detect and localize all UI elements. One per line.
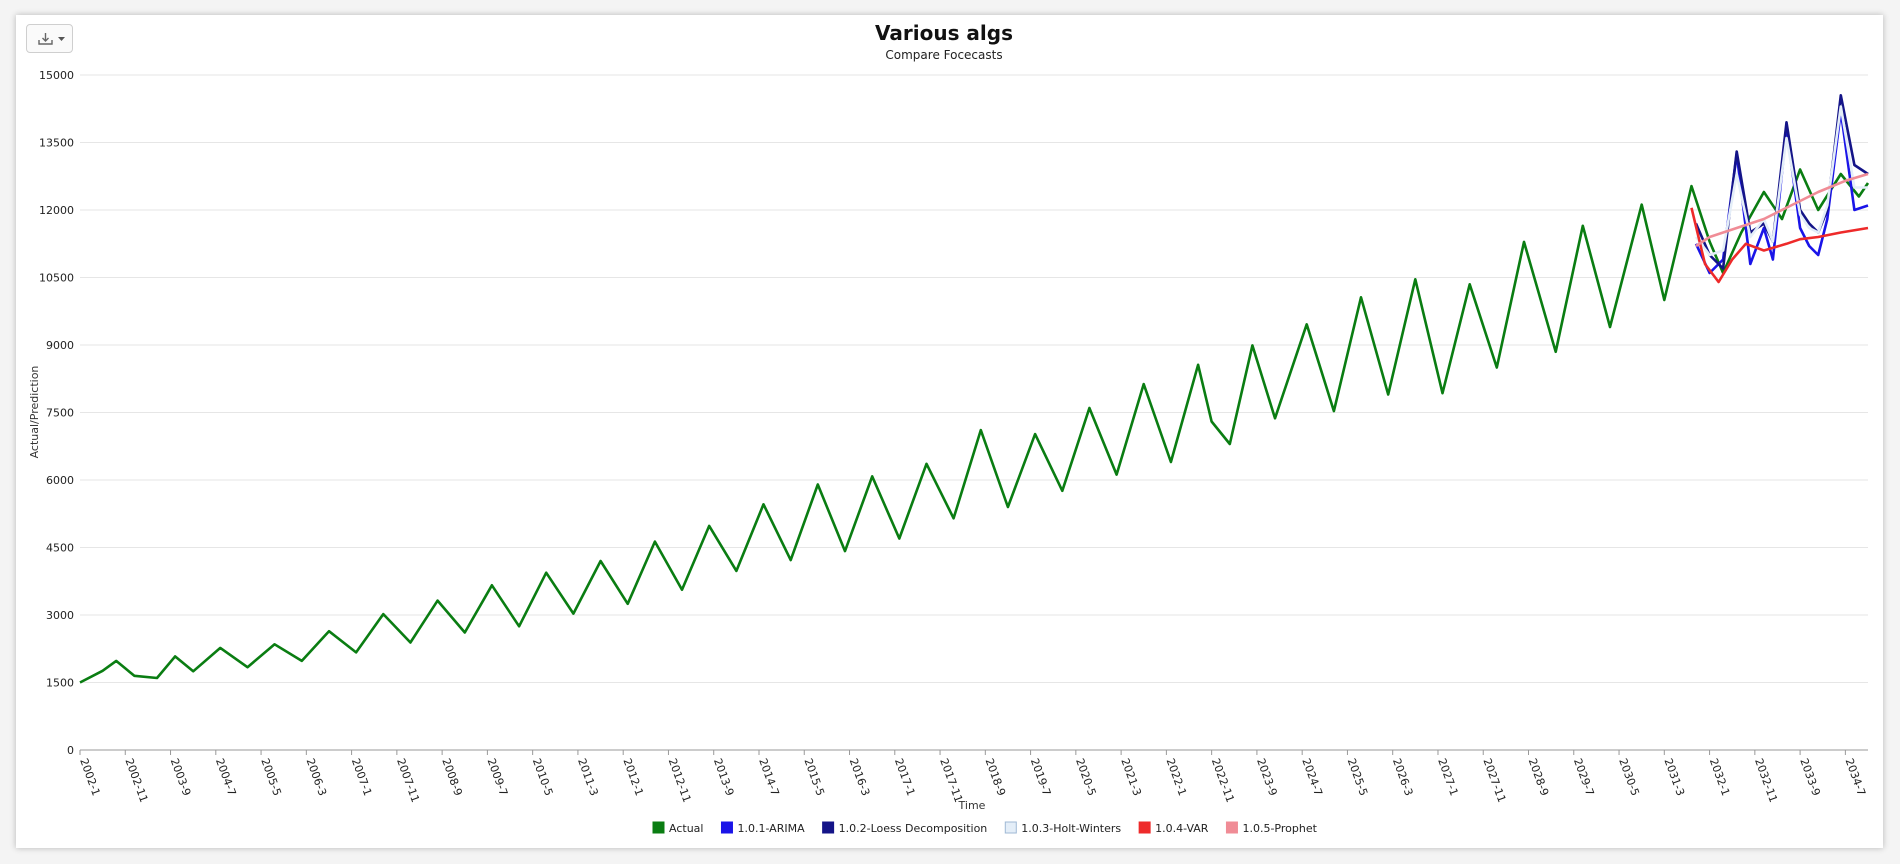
x-tick-label: 2022-11: [1209, 757, 1237, 805]
x-tick-label: 2031-3: [1661, 757, 1687, 798]
series-line: [1690, 207, 1869, 284]
y-tick-label: 12000: [39, 204, 74, 217]
chart-panel: [16, 15, 1883, 848]
x-tick-label: 2024-7: [1299, 757, 1325, 798]
y-tick-label: 4500: [46, 542, 74, 555]
y-tick-label: 10500: [39, 272, 74, 285]
x-tick-label: 2011-3: [575, 757, 601, 798]
y-tick-label: 9000: [46, 339, 74, 352]
x-tick-label: 2025-5: [1345, 757, 1371, 798]
legend-item-label[interactable]: Actual: [669, 822, 703, 835]
legend-item-label[interactable]: 1.0.4-VAR: [1155, 822, 1209, 835]
series-line: [1695, 172, 1869, 248]
x-tick-label: 2007-11: [394, 757, 422, 805]
x-tick-label: 2012-1: [620, 757, 646, 798]
series-line: [1694, 109, 1869, 275]
x-tick-label: 2018-9: [982, 757, 1008, 798]
legend: Actual 1.0.1-ARIMA 1.0.2-Loess Decompositi…: [652, 821, 1318, 835]
x-tick-label: 2017-1: [892, 757, 918, 798]
x-tick-label: 2032-11: [1752, 757, 1780, 805]
y-axis-title: Actual/Prediction: [28, 366, 41, 459]
x-tick-label: 2021-3: [1118, 757, 1144, 798]
x-tick-label: 2023-9: [1254, 757, 1280, 798]
series-line: [79, 168, 1870, 684]
x-tick-label: 2029-7: [1571, 757, 1597, 798]
chart-title: Various algs: [875, 21, 1013, 45]
y-tick-label: 6000: [46, 474, 74, 487]
x-axis: 2002-1 2002-11 2003-9 2004-7 2005-5 2006-3 200…: [77, 749, 1869, 805]
x-tick-label: 2016-3: [847, 757, 873, 798]
legend-item-label[interactable]: 1.0.3-Holt-Winters: [1021, 822, 1121, 835]
x-tick-label: 2002-1: [77, 757, 103, 798]
legend-swatch[interactable]: [822, 821, 835, 834]
x-tick-label: 2013-9: [711, 757, 737, 798]
legend-swatch[interactable]: [1225, 821, 1238, 834]
x-axis-title: Time: [958, 799, 986, 812]
y-tick-label: 3000: [46, 609, 74, 622]
x-tick-label: 2027-11: [1480, 757, 1508, 805]
y-tick-label: 15000: [39, 69, 74, 82]
chevron-down-icon: [58, 37, 65, 41]
x-tick-label: 2015-5: [801, 757, 827, 798]
x-tick-label: 2019-7: [1028, 757, 1054, 798]
series-line: [1694, 105, 1868, 257]
x-tick-label: 2030-5: [1616, 757, 1642, 798]
grid: [80, 74, 1868, 751]
legend-swatch[interactable]: [1004, 821, 1017, 834]
x-tick-label: 2002-11: [122, 757, 150, 805]
x-tick-label: 2005-5: [258, 757, 284, 798]
x-tick-label: 2008-9: [439, 757, 465, 798]
x-tick-label: 2020-5: [1073, 757, 1099, 798]
y-axis: 0 1500 3000 4500 6000 7500 9000 10500 12000 13500…: [39, 69, 74, 757]
x-tick-label: 2028-9: [1526, 757, 1552, 798]
x-tick-label: 2032-1: [1707, 757, 1733, 798]
plot-area: [79, 94, 1870, 684]
x-tick-label: 2004-7: [213, 757, 239, 798]
chart-subtitle: Compare Focecasts: [885, 48, 1002, 62]
legend-swatch[interactable]: [1138, 821, 1151, 834]
export-button[interactable]: [26, 24, 73, 53]
x-tick-label: 2033-9: [1797, 757, 1823, 798]
x-tick-label: 2012-11: [666, 757, 694, 805]
y-tick-label: 13500: [39, 137, 74, 150]
x-tick-label: 2017-11: [937, 757, 965, 805]
x-tick-label: 2022-1: [1164, 757, 1190, 798]
x-tick-label: 2034-7: [1843, 757, 1869, 798]
legend-swatch[interactable]: [720, 821, 733, 834]
y-tick-label: 7500: [46, 407, 74, 420]
legend-item-label[interactable]: 1.0.5-Prophet: [1242, 822, 1317, 835]
legend-item-label[interactable]: 1.0.2-Loess Decomposition: [839, 822, 988, 835]
download-icon: [38, 33, 53, 45]
y-tick-label: 1500: [46, 677, 74, 690]
x-tick-label: 2006-3: [304, 757, 330, 798]
legend-swatch[interactable]: [652, 821, 665, 834]
x-tick-label: 2003-9: [168, 757, 194, 798]
legend-item-label[interactable]: 1.0.1-ARIMA: [737, 822, 805, 835]
x-tick-label: 2014-7: [756, 757, 782, 798]
x-tick-label: 2009-7: [485, 757, 511, 798]
x-tick-label: 2007-1: [349, 757, 375, 798]
x-tick-label: 2026-3: [1390, 757, 1416, 798]
x-tick-label: 2010-5: [530, 757, 556, 798]
y-tick-label: 0: [67, 744, 74, 757]
x-tick-label: 2027-1: [1435, 757, 1461, 798]
